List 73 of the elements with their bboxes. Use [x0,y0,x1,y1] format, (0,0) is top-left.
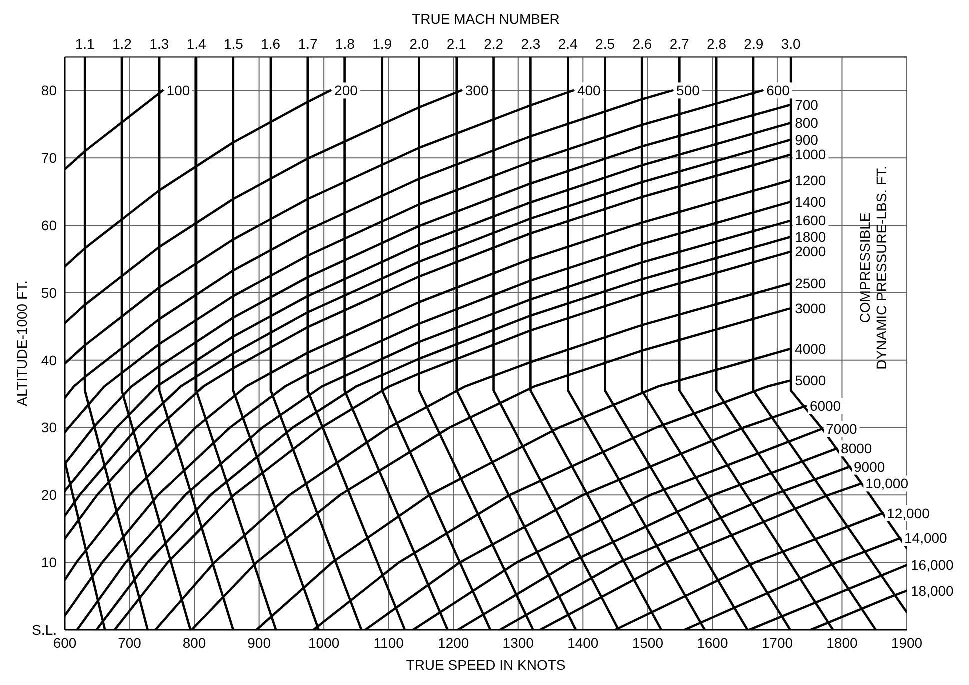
series-label: 700 [795,96,819,113]
x2-axis-title: TRUE MACH NUMBER [412,11,560,27]
series-label: 1400 [795,194,826,210]
series-label: 18,000 [911,582,954,599]
x-tick-label: 1900 [891,634,923,651]
y-tick-label: 80 [41,82,58,99]
x2-tick-label: 1.9 [372,36,392,52]
series-label: 4000 [795,340,826,357]
x-tick-label: 1200 [438,634,470,651]
x-tick-label: 800 [182,634,206,651]
series-label: 100 [166,82,190,99]
x2-tick-label: 2.6 [632,36,652,52]
series-label: 12,000 [887,505,930,522]
y-tick-label: 20 [41,487,58,504]
y-tick-label: 30 [41,420,58,436]
y-axis-title: ALTITUDE-1000 FT. [14,280,30,406]
series-label: 500 [676,82,700,99]
x2-tick-label: 2.0 [410,36,430,52]
x-axis-title: TRUE SPEED IN KNOTS [406,657,566,673]
series-label: 400 [577,82,602,99]
x2-tick-label: 2.7 [670,36,690,52]
y-tick-label: 70 [41,150,58,166]
x-tick-label: 1800 [826,634,858,651]
x2-tick-label: 2.5 [596,36,616,52]
series-label: 2500 [795,275,826,292]
x2-tick-label: 1.7 [298,36,318,52]
series-label: 16,000 [911,557,954,574]
series-label: 10,000 [866,476,909,492]
x-tick-label: 900 [248,634,272,651]
series-label: 2000 [795,244,826,260]
x-tick-label: 1300 [502,634,534,651]
y-tick-label: 40 [41,352,58,368]
y-tick-label: 60 [41,218,58,234]
x-tick-label: 1500 [632,634,664,651]
series-label: 6000 [810,398,842,414]
x-tick-label: 1400 [568,634,599,651]
y-tick-label: 10 [41,554,58,571]
series-label: 8000 [841,440,872,457]
series-label: 1600 [795,212,826,229]
x-tick-label: 1700 [762,634,794,651]
x2-tick-label: 2.4 [558,36,578,52]
x-tick-label: 1000 [308,634,340,651]
series-label: 300 [465,82,489,99]
x2-tick-label: 1.4 [186,36,206,52]
x2-tick-label: 1.5 [224,36,244,52]
series-label: 14,000 [904,530,948,546]
x2-tick-label: 1.2 [112,36,132,52]
x2-tick-label: 2.2 [484,36,504,52]
series-label: 1200 [795,172,826,188]
x2-tick-label: 1.6 [261,36,281,52]
x2-tick-label: 2.1 [446,36,467,52]
x-tick-label: 1100 [374,634,404,651]
series-label: 9000 [854,458,886,475]
series-label: 7000 [826,421,858,438]
x2-tick-label: 1.3 [150,36,170,52]
x2-tick-label: 2.3 [521,36,541,52]
series-label: 3000 [795,300,826,316]
x2-tick-label: 2.9 [744,36,764,52]
x-tick-label: 1600 [697,634,728,651]
x2-tick-label: 1.1 [75,36,96,52]
series-label: 900 [795,132,819,148]
annotation: COMPRESSIBLE DYNAMIC PRESSURE-LBS. FT. [857,166,890,370]
x2-tick-label: 1.8 [335,36,356,52]
x-tick-label: 700 [118,634,142,651]
x2-tick-label: 3.0 [781,36,802,52]
y-tick-label: 50 [41,284,58,301]
series-label: 1000 [795,146,826,163]
series-label: 200 [334,82,358,99]
series-label: 600 [766,82,790,99]
x2-tick-label: 2.8 [707,36,727,52]
series-label: 800 [795,114,819,131]
series-label: 5000 [795,372,826,388]
series-label: 1800 [795,228,826,245]
